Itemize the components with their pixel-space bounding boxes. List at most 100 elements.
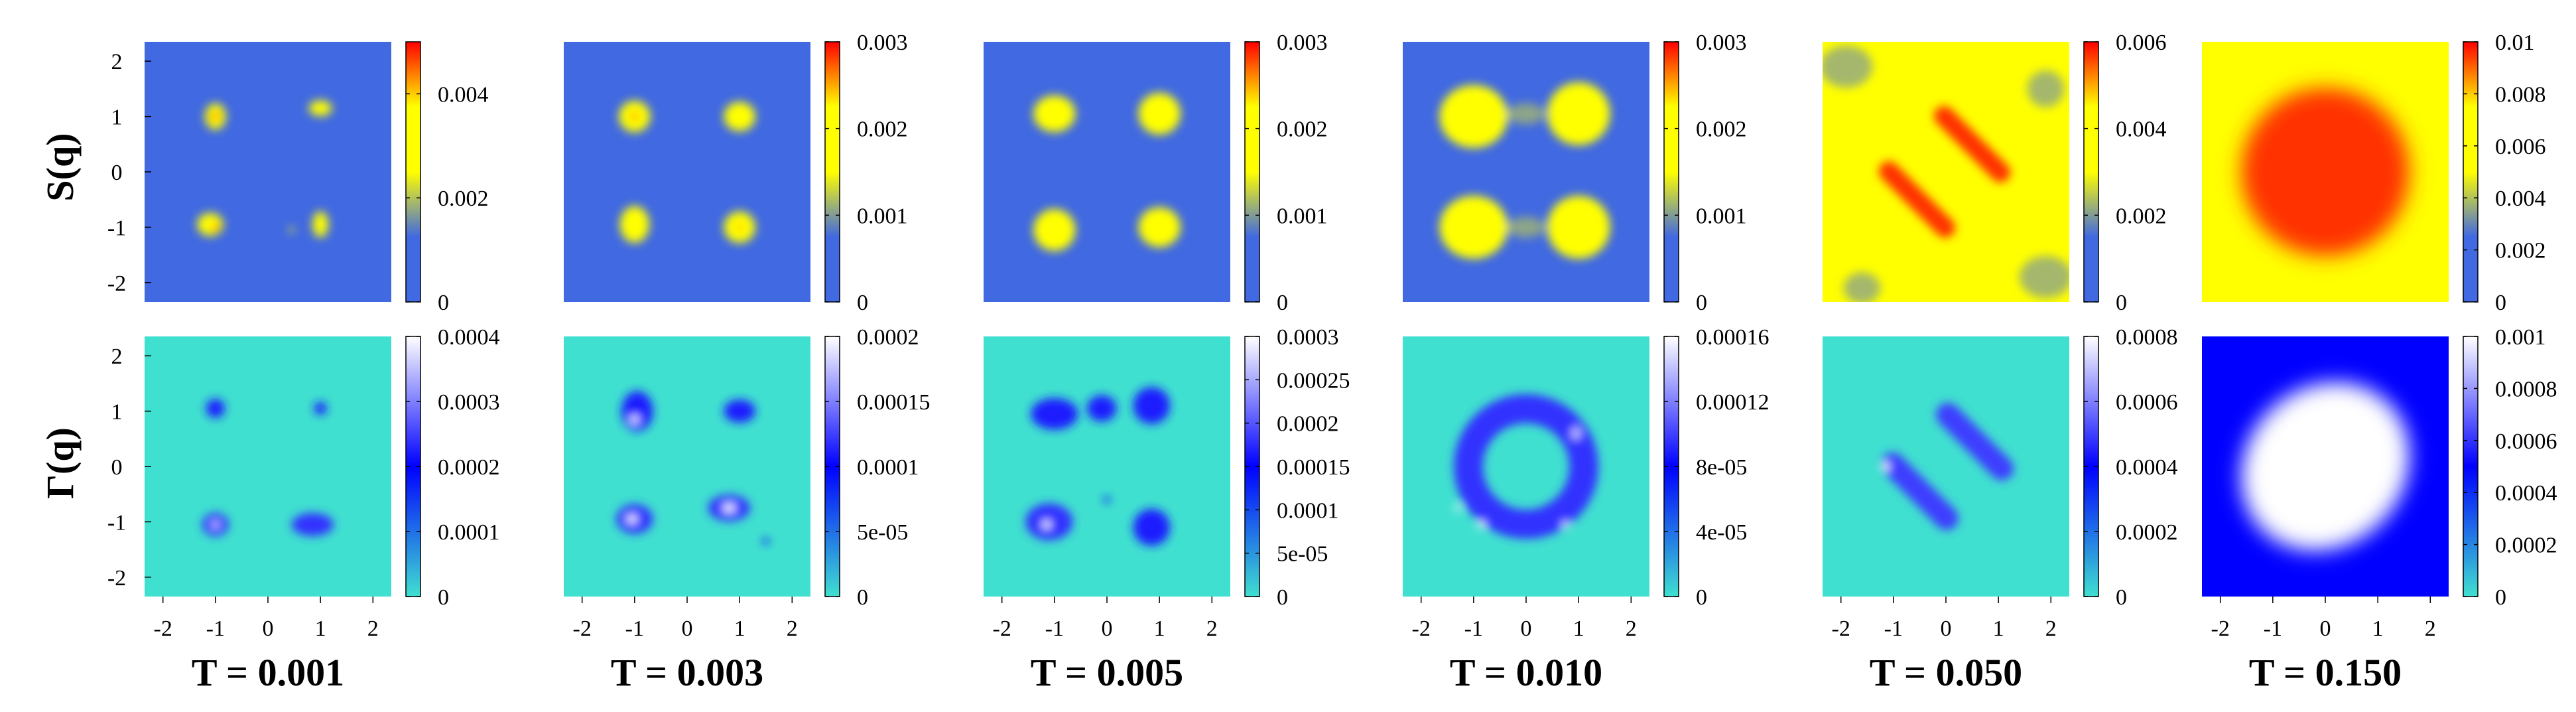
heatmap-feature — [312, 211, 329, 238]
heatmap-feature — [1454, 394, 1598, 539]
x-tick-label: 1 — [1573, 616, 1584, 641]
x-tick-label: -1 — [1045, 616, 1064, 641]
colorbar-tick-label: 0.0006 — [2495, 429, 2557, 454]
x-tick-label: 0 — [682, 616, 693, 641]
colorbar-tick-label: 0.002 — [2116, 204, 2167, 228]
heatmap-feature — [212, 224, 219, 231]
colorbar: 0.00016 0.00012 8e-05 4e-05 0 — [1663, 325, 1770, 610]
row-label-s: S(q) — [38, 133, 82, 201]
colorbar-tick-label: 0.003 — [1696, 31, 1747, 55]
heatmap-background — [984, 42, 1230, 302]
colorbar-tick-label: 8e-05 — [1696, 455, 1747, 480]
heatmap-feature — [1033, 95, 1076, 133]
colorbar-tick-label: 0.002 — [1277, 117, 1328, 142]
s-heatmap-2: 0.003 0.002 0.001 0 — [564, 31, 908, 315]
colorbar-tick-label: 0.0001 — [438, 520, 500, 545]
colorbar-tick-label: 0.0003 — [438, 390, 500, 415]
heatmap-feature — [206, 399, 225, 418]
heatmap-feature — [630, 112, 639, 121]
heatmap-feature — [1823, 45, 1873, 88]
x-tick-label: 0 — [263, 616, 274, 641]
colorbar-tick-label: 0.0002 — [438, 455, 500, 480]
column-2: 0.003 0.002 0.001 0 0.0002 0.00015 0.0001 5e-05… — [564, 31, 931, 694]
s-heatmap-3: 0.003 0.002 0.001 0 — [984, 31, 1328, 315]
heatmap-feature — [1138, 92, 1181, 135]
y-tick-label: 2 — [111, 50, 123, 74]
x-tick-label: 0 — [1941, 616, 1952, 641]
heatmap-feature — [1843, 272, 1881, 302]
colorbar-tick-label: 0.00015 — [1277, 455, 1350, 480]
colorbar: 0.004 0.002 0 — [405, 41, 489, 315]
heatmap-feature — [212, 521, 219, 528]
colorbar-tick-label: 0.003 — [857, 31, 908, 55]
colorbar-tick-label: 0.001 — [1696, 204, 1747, 228]
heatmap-feature — [308, 100, 332, 116]
y-tick-label: -2 — [107, 271, 126, 296]
colorbar-tick-label: 0.00025 — [1277, 368, 1350, 393]
colorbar-tick-label: 0.0002 — [857, 325, 919, 350]
x-tick-label: -1 — [1884, 616, 1903, 641]
colorbar-tick-label: 0.0004 — [2116, 455, 2178, 480]
colorbar-tick-label: 0.001 — [857, 204, 908, 228]
heatmap-background — [984, 336, 1230, 597]
colorbar-tick-label: 0.004 — [2116, 117, 2167, 142]
heatmap-feature — [289, 227, 294, 233]
colorbar-gradient — [824, 41, 840, 303]
heatmap-feature — [2241, 382, 2410, 551]
temperature-title: T = 0.150 — [2249, 651, 2402, 694]
x-tick-label: -2 — [573, 616, 592, 641]
heatmap-background — [1823, 336, 2069, 597]
gamma-heatmap-2: 0.0002 0.00015 0.0001 5e-05 0 — [564, 325, 931, 610]
heatmap-feature — [1478, 521, 1486, 529]
colorbar-tick-label: 0 — [1277, 585, 1288, 610]
colorbar: 0.01 0.008 0.006 0.004 0.002 0 — [2463, 31, 2546, 315]
x-tick-label: -1 — [206, 616, 225, 641]
heatmap-feature — [1138, 207, 1181, 248]
s-heatmap-4: 0.003 0.002 0.001 0 — [1403, 31, 1747, 315]
heatmap-feature — [1104, 496, 1110, 503]
colorbar-tick-label: 0.00016 — [1696, 325, 1770, 350]
colorbar-gradient — [2463, 336, 2479, 597]
colorbar: 0.0008 0.0006 0.0004 0.0002 0 — [2083, 325, 2178, 610]
x-tick-label: -2 — [993, 616, 1011, 641]
temperature-title: T = 0.001 — [192, 651, 344, 694]
temperature-title: T = 0.050 — [1870, 651, 2022, 694]
row-label-gamma: Γ(q) — [38, 427, 82, 499]
colorbar: 0.0003 0.00025 0.0002 0.00015 0.0001 5e-05 0 — [1244, 325, 1350, 610]
colorbar: 0.003 0.002 0.001 0 — [1244, 31, 1328, 315]
colorbar-tick-label: 0.002 — [438, 186, 489, 211]
x-tick-label: 2 — [1206, 616, 1218, 641]
x-tick-label: 1 — [2372, 616, 2384, 641]
heatmap-feature — [1508, 103, 1545, 125]
colorbar-tick-label: 0.01 — [2495, 31, 2535, 55]
colorbar-tick-label: 0 — [2116, 291, 2127, 315]
colorbar-tick-label: 0.0003 — [1277, 325, 1339, 350]
colorbar-tick-label: 0.002 — [857, 117, 908, 142]
x-tick-label: 0 — [1102, 616, 1113, 641]
x-tick-label: -2 — [1412, 616, 1431, 641]
colorbar-tick-label: 0.0008 — [2495, 377, 2557, 401]
y-tick-label: -2 — [107, 566, 126, 591]
colorbar-tick-label: 0 — [438, 291, 449, 315]
heatmap-feature — [1439, 195, 1508, 259]
heatmap-feature — [212, 113, 220, 121]
colorbar-tick-label: 0.001 — [2495, 325, 2546, 350]
gamma-heatmap-1: 2 1 0 -1 -2 0.0004 0.0003 0.0002 0.0001 0 — [107, 325, 500, 610]
heatmap-feature — [619, 206, 650, 243]
heatmap-feature — [724, 102, 755, 131]
heatmap-feature — [1133, 509, 1170, 546]
x-tick-label: 2 — [367, 616, 379, 641]
y-tick-label: 1 — [111, 400, 123, 425]
colorbar-gradient — [405, 41, 421, 303]
colorbar-tick-label: 0 — [1696, 291, 1707, 315]
heatmap-feature — [762, 537, 769, 545]
colorbar-tick-label: 0.004 — [2495, 186, 2546, 211]
colorbar-gradient — [2083, 41, 2099, 303]
y-tick-label: 2 — [111, 344, 123, 369]
heatmap-feature — [630, 415, 639, 424]
x-tick-label: 2 — [1626, 616, 1637, 641]
x-tick-label: 1 — [734, 616, 745, 641]
colorbar-tick-label: 0.0002 — [1277, 412, 1339, 437]
heatmap-feature — [1878, 161, 1956, 238]
